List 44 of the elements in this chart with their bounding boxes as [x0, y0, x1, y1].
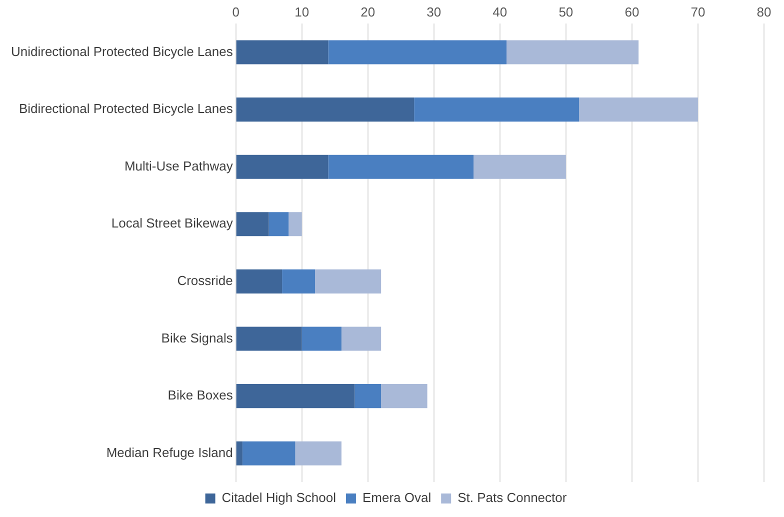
x-tick-label: 70 [690, 4, 706, 20]
legend-label: St. Pats Connector [458, 490, 568, 506]
bar [236, 212, 269, 236]
bar [474, 154, 566, 179]
bar [302, 326, 342, 351]
bar [414, 98, 580, 122]
bar [236, 326, 302, 351]
bar [341, 326, 382, 351]
y-tick-label: Unidirectional Protected Bicycle Lanes [10, 44, 234, 59]
bar [236, 98, 414, 122]
legend-label: Emera Oval [362, 490, 432, 506]
y-tick-label: Bidirectional Protected Bicycle Lanes [18, 101, 234, 116]
bar [236, 441, 242, 466]
x-tick-label: 60 [624, 4, 640, 20]
x-tick-label: 40 [492, 4, 508, 20]
bar [236, 384, 355, 408]
x-tick-label: 80 [756, 4, 772, 20]
x-tick-label: 0 [232, 4, 240, 20]
bar [506, 40, 639, 64]
bar [268, 212, 289, 236]
y-tick-label: Crossride [177, 273, 233, 288]
bar [579, 98, 698, 122]
x-tick-label: 50 [558, 4, 574, 20]
bar [328, 154, 474, 179]
y-tick-label: Median Refuge Island [106, 444, 233, 460]
legend-label: Citadel High School [222, 490, 336, 506]
bar [242, 441, 296, 466]
y-tick-label: Bike Boxes [168, 388, 234, 403]
bar [315, 269, 382, 294]
bar [236, 40, 328, 64]
bar [354, 384, 382, 408]
y-tick-label: Bike Signals [161, 330, 234, 346]
x-tick-label: 30 [426, 4, 442, 20]
y-tick-label: Multi-Use Pathway [124, 158, 234, 174]
bar [328, 40, 507, 64]
y-tick-label: Local Street Bikeway [111, 216, 234, 231]
bar [282, 269, 316, 294]
x-tick-label: 10 [294, 4, 310, 20]
x-tick-label: 20 [360, 4, 376, 20]
bar [236, 154, 328, 179]
bar [295, 441, 342, 466]
bar [288, 212, 302, 236]
bar [381, 384, 428, 408]
bar [236, 269, 282, 294]
